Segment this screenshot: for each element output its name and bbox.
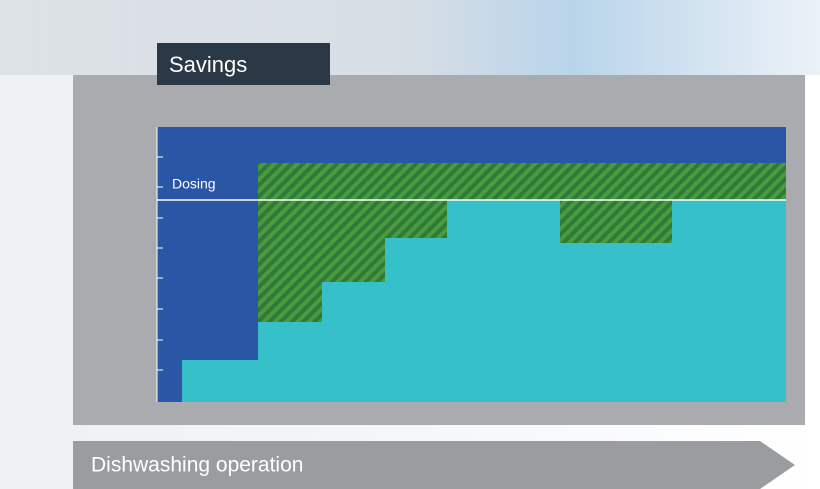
tab-title: Savings [169,52,247,77]
arrow-label: Dishwashing operation [91,454,303,477]
consumption-steps [182,200,786,402]
arrow-banner [73,441,795,489]
line-label: Dosing [172,176,216,192]
tab [157,43,330,85]
background-photo [0,0,820,75]
ticks [156,127,163,402]
